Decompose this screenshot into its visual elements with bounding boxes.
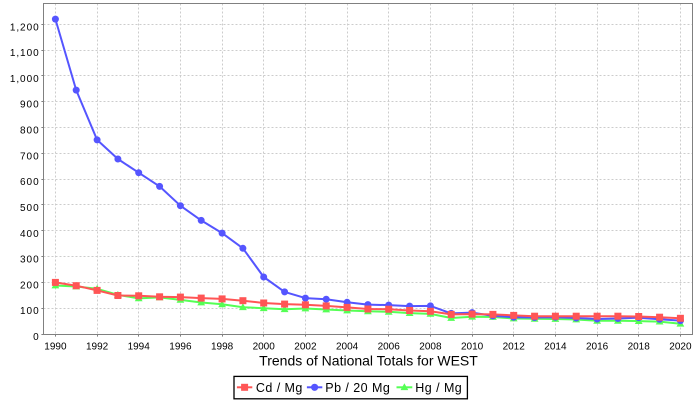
svg-text:600: 600 [20,177,40,188]
svg-text:2020: 2020 [669,342,692,353]
svg-text:1,100: 1,100 [10,48,40,59]
svg-text:200: 200 [20,280,40,291]
svg-text:Cd / Mg: Cd / Mg [256,381,303,395]
svg-text:1998: 1998 [211,342,234,353]
svg-text:2004: 2004 [336,342,359,353]
svg-text:2016: 2016 [586,342,609,353]
svg-text:800: 800 [20,126,40,137]
svg-text:1,000: 1,000 [10,74,40,85]
svg-text:Trends of National Totals for: Trends of National Totals for WEST [259,352,478,368]
svg-text:2018: 2018 [628,342,651,353]
svg-text:1994: 1994 [128,342,151,353]
svg-text:2006: 2006 [378,342,401,353]
svg-text:Pb / 20 Mg: Pb / 20 Mg [325,381,390,395]
svg-text:0: 0 [33,332,40,343]
svg-text:1996: 1996 [169,342,192,353]
svg-text:2002: 2002 [294,342,317,353]
svg-text:2000: 2000 [253,342,276,353]
svg-text:400: 400 [20,229,40,240]
svg-text:2014: 2014 [544,342,567,353]
svg-text:2012: 2012 [503,342,526,353]
svg-text:2010: 2010 [461,342,484,353]
svg-text:Hg / Mg: Hg / Mg [415,381,462,395]
svg-text:700: 700 [20,151,40,162]
svg-text:1990: 1990 [44,342,67,353]
svg-text:900: 900 [20,100,40,111]
svg-text:1992: 1992 [86,342,109,353]
svg-text:300: 300 [20,255,40,266]
svg-text:1,200: 1,200 [10,22,40,33]
svg-text:2008: 2008 [419,342,442,353]
svg-text:100: 100 [20,306,40,317]
svg-text:500: 500 [20,203,40,214]
